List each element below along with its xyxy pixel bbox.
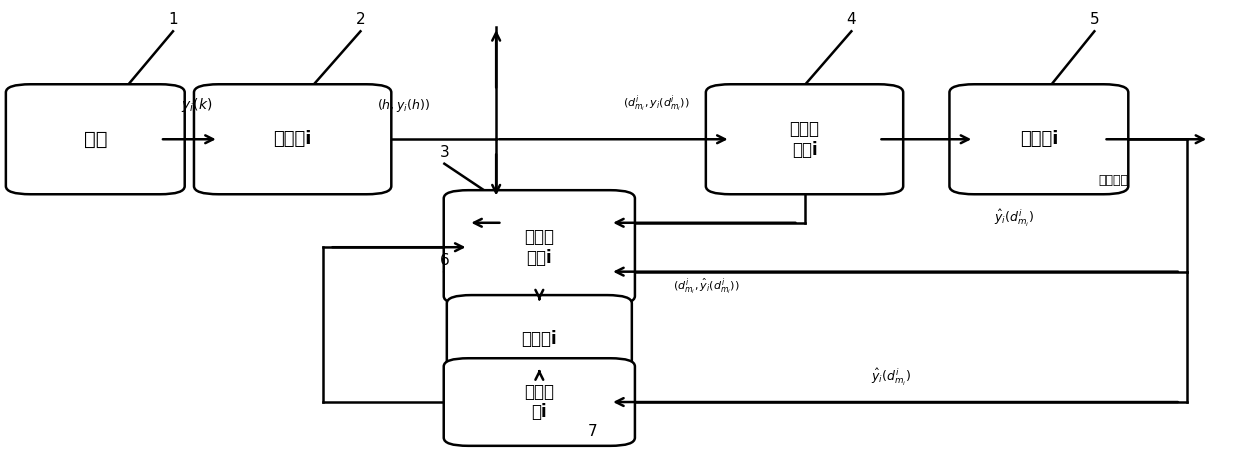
FancyBboxPatch shape (6, 84, 185, 194)
Text: $(d^i_{m_i}, \hat{y}_i(d^i_{m_i}))$: $(d^i_{m_i}, \hat{y}_i(d^i_{m_i}))$ (673, 276, 740, 297)
Text: 滤波器i: 滤波器i (1020, 130, 1058, 148)
Text: $\hat{y}_i(d^i_{m_i})$: $\hat{y}_i(d^i_{m_i})$ (871, 367, 911, 388)
Text: 4: 4 (846, 12, 856, 27)
Text: 其他邻站: 其他邻站 (1098, 174, 1127, 187)
Text: 零阶保
持器i: 零阶保 持器i (789, 120, 819, 159)
Text: 1: 1 (169, 12, 178, 27)
Text: 传感器i: 传感器i (274, 130, 312, 148)
FancyBboxPatch shape (444, 358, 634, 446)
Text: 存储器i: 存储器i (522, 330, 558, 348)
Text: 3: 3 (440, 145, 450, 160)
FancyBboxPatch shape (949, 84, 1129, 194)
Text: 7: 7 (587, 423, 597, 439)
FancyBboxPatch shape (195, 84, 392, 194)
Text: $(h, y_i(h))$: $(h, y_i(h))$ (377, 97, 430, 114)
FancyBboxPatch shape (447, 295, 632, 383)
Text: 2: 2 (356, 12, 366, 27)
Text: 自适应
滤i: 自适应 滤i (524, 383, 554, 422)
Text: 5: 5 (1089, 12, 1099, 27)
FancyBboxPatch shape (706, 84, 903, 194)
FancyBboxPatch shape (444, 190, 634, 304)
Text: 对象: 对象 (83, 130, 107, 149)
Text: $\hat{y}_i(d^i_{m_i})$: $\hat{y}_i(d^i_{m_i})$ (994, 208, 1035, 229)
Text: 6: 6 (440, 252, 450, 267)
Text: $y_i(k)$: $y_i(k)$ (181, 95, 212, 114)
Text: 事件触
发器i: 事件触 发器i (524, 228, 554, 266)
Text: $(d^i_{m_i}, y_i(d^i_{m_i}))$: $(d^i_{m_i}, y_i(d^i_{m_i}))$ (623, 93, 690, 114)
